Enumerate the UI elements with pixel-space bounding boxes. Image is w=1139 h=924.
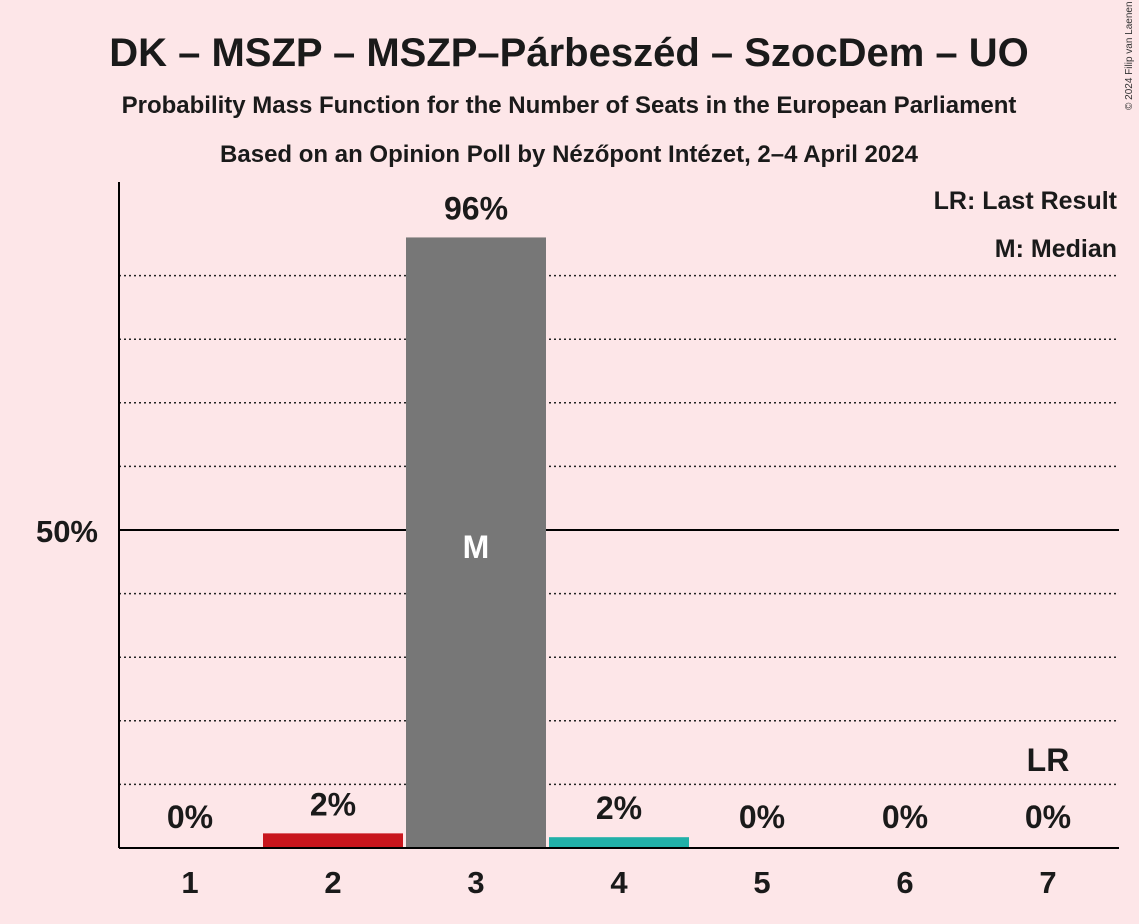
bar-4 bbox=[549, 837, 689, 848]
x-tick-label-1: 1 bbox=[181, 865, 198, 900]
x-tick-labels: 1 2 3 4 5 6 7 bbox=[181, 865, 1056, 900]
gridlines bbox=[119, 274, 1119, 786]
copyright: © 2024 Filip van Laenen bbox=[1124, 1, 1135, 110]
x-tick-label-3: 3 bbox=[467, 865, 484, 900]
data-label-1: 0% bbox=[167, 799, 213, 835]
x-tick-label-2: 2 bbox=[324, 865, 341, 900]
data-label-6: 0% bbox=[882, 799, 928, 835]
data-label-2: 2% bbox=[310, 786, 356, 822]
data-label-3: 96% bbox=[444, 190, 508, 226]
data-label-7: 0% bbox=[1025, 799, 1071, 835]
chart-title: DK – MSZP – MSZP–Párbeszéd – SzocDem – U… bbox=[109, 31, 1029, 75]
x-tick-label-7: 7 bbox=[1039, 865, 1056, 900]
bars bbox=[263, 237, 689, 848]
chart-subtitle: Probability Mass Function for the Number… bbox=[122, 92, 1017, 119]
data-labels: 0% 2% 96% 2% 0% 0% 0% bbox=[167, 190, 1071, 835]
y-tick-label-50: 50% bbox=[36, 514, 98, 549]
x-tick-label-4: 4 bbox=[610, 865, 628, 900]
median-marker: M bbox=[463, 529, 490, 565]
chart-subtitle-poll: Based on an Opinion Poll by Nézőpont Int… bbox=[220, 141, 919, 168]
data-label-5: 0% bbox=[739, 799, 785, 835]
x-tick-label-6: 6 bbox=[896, 865, 913, 900]
bar-3 bbox=[406, 237, 546, 848]
last-result-marker: LR bbox=[1027, 742, 1070, 778]
data-label-4: 2% bbox=[596, 790, 642, 826]
legend-last-result: LR: Last Result bbox=[934, 187, 1118, 215]
x-tick-label-5: 5 bbox=[753, 865, 770, 900]
bar-2 bbox=[263, 833, 403, 848]
legend-median: M: Median bbox=[995, 235, 1117, 263]
